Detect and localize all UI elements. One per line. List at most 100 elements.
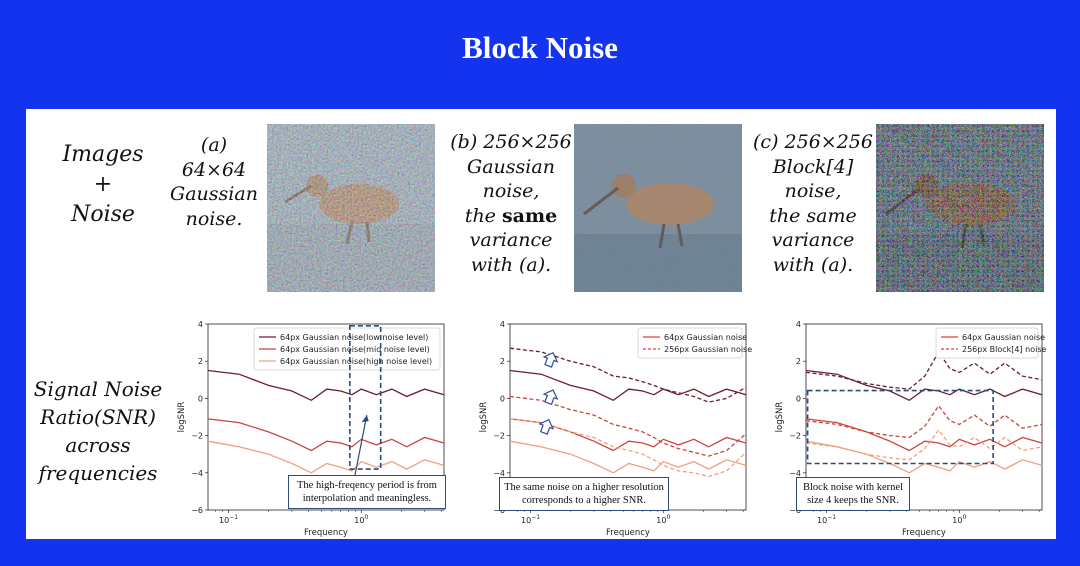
y-tick-label: 4 xyxy=(500,320,505,329)
caption-line: noise. xyxy=(185,207,243,230)
caption-text: the xyxy=(464,204,502,227)
series-line xyxy=(509,418,747,478)
annotation-b: The same noise on a higher resolution co… xyxy=(499,477,669,511)
caption-line: with (a). xyxy=(470,253,552,276)
caption-line: noise, xyxy=(482,180,540,202)
y-tick-label: 0 xyxy=(198,394,203,403)
caption-line: with (a). xyxy=(772,253,854,276)
y-tick-label: −2 xyxy=(789,432,801,441)
legend-label: 64px Gaussian noise xyxy=(664,333,747,342)
y-tick-label: −6 xyxy=(789,506,801,515)
up-arrow-icon xyxy=(538,418,555,435)
x-tick-exponent: −1 xyxy=(229,514,238,521)
bird-image-64px-gaussian xyxy=(267,124,435,292)
page-title: Block Noise xyxy=(462,30,618,65)
x-tick-label: 10−1 xyxy=(219,514,238,525)
series-line xyxy=(805,440,1043,474)
caption-line: (a) xyxy=(200,134,228,156)
series-line xyxy=(509,369,747,402)
legend-box xyxy=(637,327,743,359)
series-line xyxy=(509,347,747,403)
y-tick-label: −2 xyxy=(493,432,505,441)
annotation-c: Block noise with kernel size 4 keeps the… xyxy=(796,477,910,511)
legend-label: 64px Gaussian noise(low noise level) xyxy=(280,333,428,342)
caption-line: 64×64 xyxy=(181,158,247,181)
bird-image-256px-block4 xyxy=(876,124,1044,292)
bird-image-256px-gaussian xyxy=(574,124,742,292)
y-tick-label: −2 xyxy=(191,432,203,441)
row-label-line: across xyxy=(65,433,131,457)
snr-chart-c: −6 −4 −2 0 2 4 10−1 100 Frequency logSNR 64px Gaus… xyxy=(775,320,1046,538)
caption-line: (b) 256×256 xyxy=(450,131,572,153)
caption-line: Gaussian xyxy=(467,155,555,178)
x-tick-label: 10−1 xyxy=(817,514,836,525)
legend-label: 64px Gaussian noise(mid noise level) xyxy=(280,345,430,354)
y-tick-label: 0 xyxy=(500,394,505,403)
y-tick-label: 2 xyxy=(500,357,505,366)
y-tick-label: 4 xyxy=(198,320,203,329)
caption-line: variance xyxy=(771,229,855,251)
legend-box xyxy=(935,327,1039,359)
caption-a: (a) 64×64 Gaussian noise. xyxy=(162,133,266,231)
snr-chart-a: −6 −4 −2 0 2 4 10−1 100 Frequency logSNR 64px Gaus… xyxy=(177,320,445,538)
y-tick-label: −4 xyxy=(191,469,203,478)
x-axis-label: Frequency xyxy=(606,528,650,538)
y-axis-label: logSNR xyxy=(177,402,187,433)
row-label-line: + xyxy=(93,172,113,197)
up-arrow-icon xyxy=(542,389,559,406)
caption-line: variance xyxy=(469,229,553,251)
x-axis-label: Frequency xyxy=(304,528,348,538)
caption-bold-same: same xyxy=(501,204,558,227)
legend-label: 64px Gaussian noise xyxy=(962,333,1045,342)
series-line xyxy=(805,404,1043,439)
caption-line: (c) 256×256 xyxy=(753,131,873,153)
row-label-line: Signal Noise xyxy=(33,377,163,401)
caption-line: Gaussian xyxy=(170,183,258,205)
row-label-line: frequencies xyxy=(38,461,158,485)
x-tick-exponent: 0 xyxy=(962,514,966,521)
series-line xyxy=(509,395,747,457)
x-tick-label: 100 xyxy=(952,514,966,525)
caption-c: (c) 256×256 Block[4] noise, the same var… xyxy=(748,130,878,277)
x-axis-label: Frequency xyxy=(902,528,946,538)
legend-label: 64px Gaussian noise(high noise level) xyxy=(280,357,432,366)
caption-line: Block[4] xyxy=(772,155,854,178)
y-tick-label: 0 xyxy=(796,394,801,403)
series-line xyxy=(207,369,445,402)
series-line xyxy=(509,440,747,474)
series-line xyxy=(805,428,1043,461)
caption-line: noise, xyxy=(784,180,842,202)
y-tick-label: −6 xyxy=(191,506,203,515)
y-tick-label: 2 xyxy=(796,357,801,366)
row-label-line: Ratio(SNR) xyxy=(40,405,156,429)
y-axis-label: logSNR xyxy=(775,402,785,433)
series-line xyxy=(207,440,445,474)
annotation-a: The high-freqency period is from interpo… xyxy=(288,475,446,509)
pointer-arrowhead xyxy=(361,415,369,423)
series-line xyxy=(805,369,1043,402)
y-tick-label: −4 xyxy=(493,469,505,478)
plot-frame xyxy=(207,323,445,511)
series-line xyxy=(207,418,445,452)
row-label-snr: Signal Noise Ratio(SNR) across frequenci… xyxy=(32,375,164,487)
y-tick-label: 2 xyxy=(198,357,203,366)
row-label-line: Images xyxy=(62,142,144,167)
y-tick-label: −4 xyxy=(789,469,801,478)
series-line xyxy=(805,418,1043,452)
caption-b: (b) 256×256 Gaussian noise, the same var… xyxy=(446,130,576,277)
caption-line: the same xyxy=(769,204,857,227)
plot-frame xyxy=(805,323,1043,511)
highlight-box xyxy=(806,389,994,465)
row-label-images: Images + Noise xyxy=(48,140,158,230)
series-line xyxy=(805,350,1043,390)
highlight-box xyxy=(349,325,382,470)
content-panel: Images + Noise Signal Noise Ratio(SNR) a… xyxy=(26,109,1056,539)
x-tick-label: 100 xyxy=(354,514,368,525)
legend-label: 256px Block[4] noise xyxy=(962,345,1046,354)
y-tick-label: 4 xyxy=(796,320,801,329)
legend-label: 256px Gaussian noise xyxy=(664,345,752,354)
row-label-line: Noise xyxy=(71,202,135,227)
up-arrow-icon xyxy=(542,351,559,368)
x-tick-exponent: 0 xyxy=(666,514,670,521)
